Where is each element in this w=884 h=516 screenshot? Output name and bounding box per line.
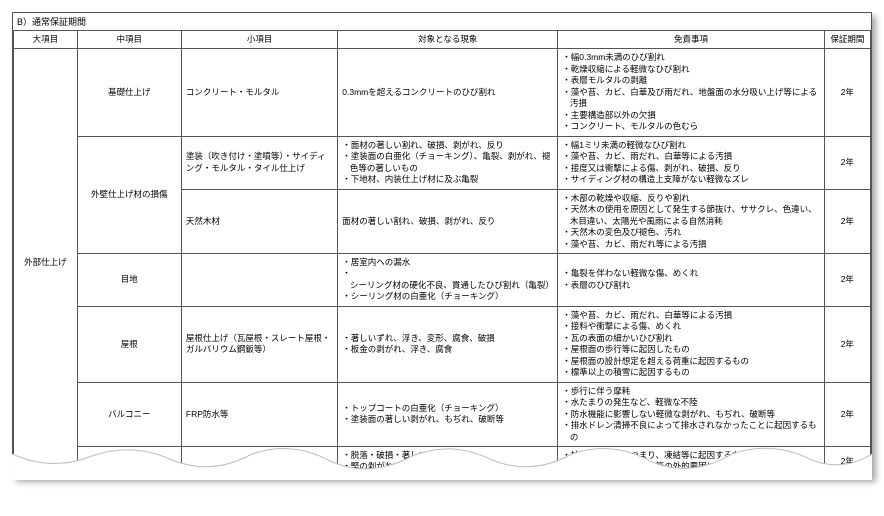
cell-gen: 面材の著しい割れ、破損、剥がれ、反り (338, 189, 558, 253)
cell-chu: 屋根 (77, 306, 181, 382)
section-title: B）通常保証期間 (13, 13, 871, 30)
cell-men: 幅0.3mm未満のひび割れ乾燥収縮による軽微なひび割れ表層モルタルの剥離藻や苔、… (558, 49, 824, 136)
cell-chu: 外壁仕上げ材の損傷 (77, 136, 181, 253)
header-ki: 保証期間 (824, 31, 870, 49)
cell-ki: 2年 (824, 306, 870, 382)
cell-gen: 著しいずれ、浮き、変形、腐食、破損板金の剥がれ、浮き、腐食 (338, 306, 558, 382)
cell-gen: 面材の著しい割れ、破損、剥がれ、反り塗装面の白亜化（チョーキング）、亀裂、剥がれ… (338, 136, 558, 189)
cell-ki: 2年 (824, 253, 870, 306)
cell-sho: FRP防水等 (181, 382, 337, 446)
cell-gen: 脱落・破損・著しい腐食竪の剥がれ・浮き・… (338, 447, 558, 477)
cell-chu: 基礎仕上げ (77, 49, 181, 136)
cell-ki: 2年 (824, 136, 870, 189)
cell-chu: バルコニー (77, 382, 181, 446)
header-gen: 対象となる現象 (338, 31, 558, 49)
cell-gen: 居室内への漏水シーリング材の硬化不良、貫通したひび割れ（亀裂）シーリング材の白亜… (338, 253, 558, 306)
header-sho: 小項目 (181, 31, 337, 49)
table-row: 目地 居室内への漏水シーリング材の硬化不良、貫通したひび割れ（亀裂）シーリング材の… (14, 253, 871, 306)
header-chu: 中項目 (77, 31, 181, 49)
cell-men: 亀裂を伴わない軽微な傷、めくれ表層のひび割れ (558, 253, 824, 306)
cell-men: 歩行に伴う摩耗水たまりの発生など、軽微な不陸防水機能に影響しない軽微な剥がれ、も… (558, 382, 824, 446)
cell-chu: 目地 (77, 253, 181, 306)
table-row: 外壁仕上げ材の損傷塗装（吹き付け・塗噴等）・サイディング・モルタル・タイル仕上げ… (14, 136, 871, 189)
cell-men: 幅1ミリ未満の軽微なひび割れ藻や苔、カビ、雨だれ、白華等による汚損接度又は衝撃に… (558, 136, 824, 189)
cell-sho (181, 253, 337, 306)
cell-dai: 外部仕上げ (14, 49, 78, 476)
cell-ki: 2年 (824, 49, 870, 136)
header-men: 免責事項 (558, 31, 824, 49)
cell-men: 藻や苔、カビ、雨だれ、白華等による汚損接料や衝撃による傷、めくれ瓦の表面の細かい… (558, 306, 824, 382)
warranty-table: 大項目 中項目 小項目 対象となる現象 免責事項 保証期間 外部仕上げ基礎仕上げ… (13, 30, 871, 477)
cell-chu: 雨樋 (77, 447, 181, 477)
cell-ki: 2年 (824, 447, 870, 477)
cell-ki: 2年 (824, 382, 870, 446)
table-row: 外部仕上げ基礎仕上げコンクリート・モルタル0.3mmを超えるコンクリートのひび割… (14, 49, 871, 136)
cell-sho: 塗装（吹き付け・塗噴等）・サイディング・モルタル・タイル仕上げ (181, 136, 337, 189)
table-row: バルコニーFRP防水等トップコートの白亜化（チョーキング）塗装面の著しい剥がれ、… (14, 382, 871, 446)
cell-men: 木部の乾燥や収縮、反りや割れ天然木の使用を原因として発生する節抜け、ササクレ、色… (558, 189, 824, 253)
cell-sho: 屋根仕上げ（瓦屋根・スレート屋根・ガルバリウム鋼鈑等） (181, 306, 337, 382)
cell-gen: 0.3mmを超えるコンクリートのひび割れ (338, 49, 558, 136)
cell-men: 枯葉等の異物のつまり、凍結等に起因するもの風、雪（積雪、落雪）等の外的要因による… (558, 447, 824, 477)
cell-gen: トップコートの白亜化（チョーキング）塗装面の著しい剥がれ、もぢれ、破断等 (338, 382, 558, 446)
table-row: 屋根屋根仕上げ（瓦屋根・スレート屋根・ガルバリウム鋼鈑等）著しいずれ、浮き、変形… (14, 306, 871, 382)
cell-sho (181, 447, 337, 477)
cell-ki: 2年 (824, 189, 870, 253)
cell-sho: 天然木材 (181, 189, 337, 253)
cell-sho: コンクリート・モルタル (181, 49, 337, 136)
header-dai: 大項目 (14, 31, 78, 49)
table-row: 雨樋 脱落・破損・著しい腐食竪の剥がれ・浮き・…枯葉等の異物のつまり、凍結等に起因… (14, 447, 871, 477)
